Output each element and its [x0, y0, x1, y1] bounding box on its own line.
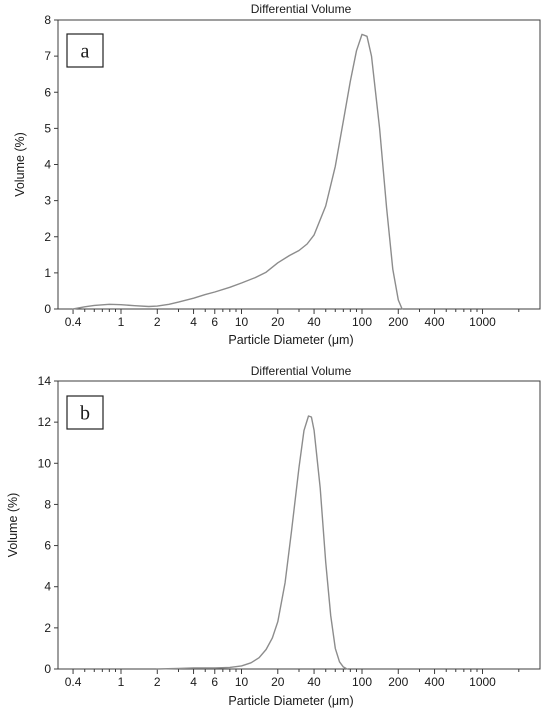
x-tick-label: 200 — [388, 315, 408, 329]
panel-label: a — [81, 41, 90, 63]
x-tick-label: 20 — [271, 675, 285, 689]
y-tick-label: 5 — [44, 121, 51, 135]
plot-frame — [57, 380, 541, 670]
y-tick-label: 2 — [44, 230, 51, 244]
x-tick-label: 6 — [211, 315, 218, 329]
x-tick-label: 6 — [211, 675, 218, 689]
x-tick-label: 0.4 — [65, 315, 82, 329]
x-tick-label: 0.4 — [65, 675, 82, 689]
x-tick-label: 2 — [154, 315, 161, 329]
x-tick-label: 40 — [307, 315, 321, 329]
y-tick-label: 14 — [38, 374, 52, 388]
x-tick-label: 4 — [190, 675, 197, 689]
x-tick-label: 1 — [118, 675, 125, 689]
x-tick-label: 1000 — [469, 315, 496, 329]
chart-title: Differential Volume — [251, 364, 352, 378]
x-tick-label: 4 — [190, 315, 197, 329]
x-tick-label: 1000 — [469, 675, 496, 689]
x-tick-label: 10 — [235, 315, 249, 329]
y-tick-label: 0 — [44, 662, 51, 676]
y-tick-label: 12 — [38, 415, 52, 429]
y-tick-label: 8 — [44, 13, 51, 27]
x-tick-label: 40 — [307, 675, 321, 689]
panel-label: b — [80, 403, 90, 425]
x-tick-label: 2 — [154, 675, 161, 689]
y-tick-label: 4 — [44, 158, 51, 172]
y-tick-label: 0 — [44, 302, 51, 316]
y-tick-label: 6 — [44, 85, 51, 99]
y-tick-label: 7 — [44, 49, 51, 63]
x-tick-label: 100 — [352, 675, 372, 689]
y-tick-label: 2 — [44, 621, 51, 635]
y-tick-label: 3 — [44, 194, 51, 208]
y-tick-label: 6 — [44, 539, 51, 553]
series-line — [156, 415, 348, 670]
y-axis-label: Volume (%) — [6, 493, 20, 558]
y-axis-label: Volume (%) — [13, 132, 27, 197]
x-axis-label: Particle Diameter (μm) — [228, 694, 353, 708]
x-tick-label: 20 — [271, 315, 285, 329]
x-tick-label: 200 — [388, 675, 408, 689]
x-tick-label: 100 — [352, 315, 372, 329]
series-line — [72, 33, 403, 310]
x-tick-label: 400 — [425, 315, 445, 329]
plot-frame — [57, 19, 541, 310]
y-tick-label: 1 — [44, 266, 51, 280]
y-tick-label: 4 — [44, 580, 51, 594]
x-tick-label: 400 — [425, 675, 445, 689]
y-tick-label: 8 — [44, 497, 51, 511]
y-tick-label: 10 — [38, 456, 52, 470]
chart-title: Differential Volume — [251, 2, 352, 16]
x-axis-label: Particle Diameter (μm) — [228, 333, 353, 347]
panel-label-box — [66, 33, 104, 68]
x-tick-label: 10 — [235, 675, 249, 689]
panel-label-box — [66, 395, 104, 430]
x-tick-label: 1 — [118, 315, 125, 329]
